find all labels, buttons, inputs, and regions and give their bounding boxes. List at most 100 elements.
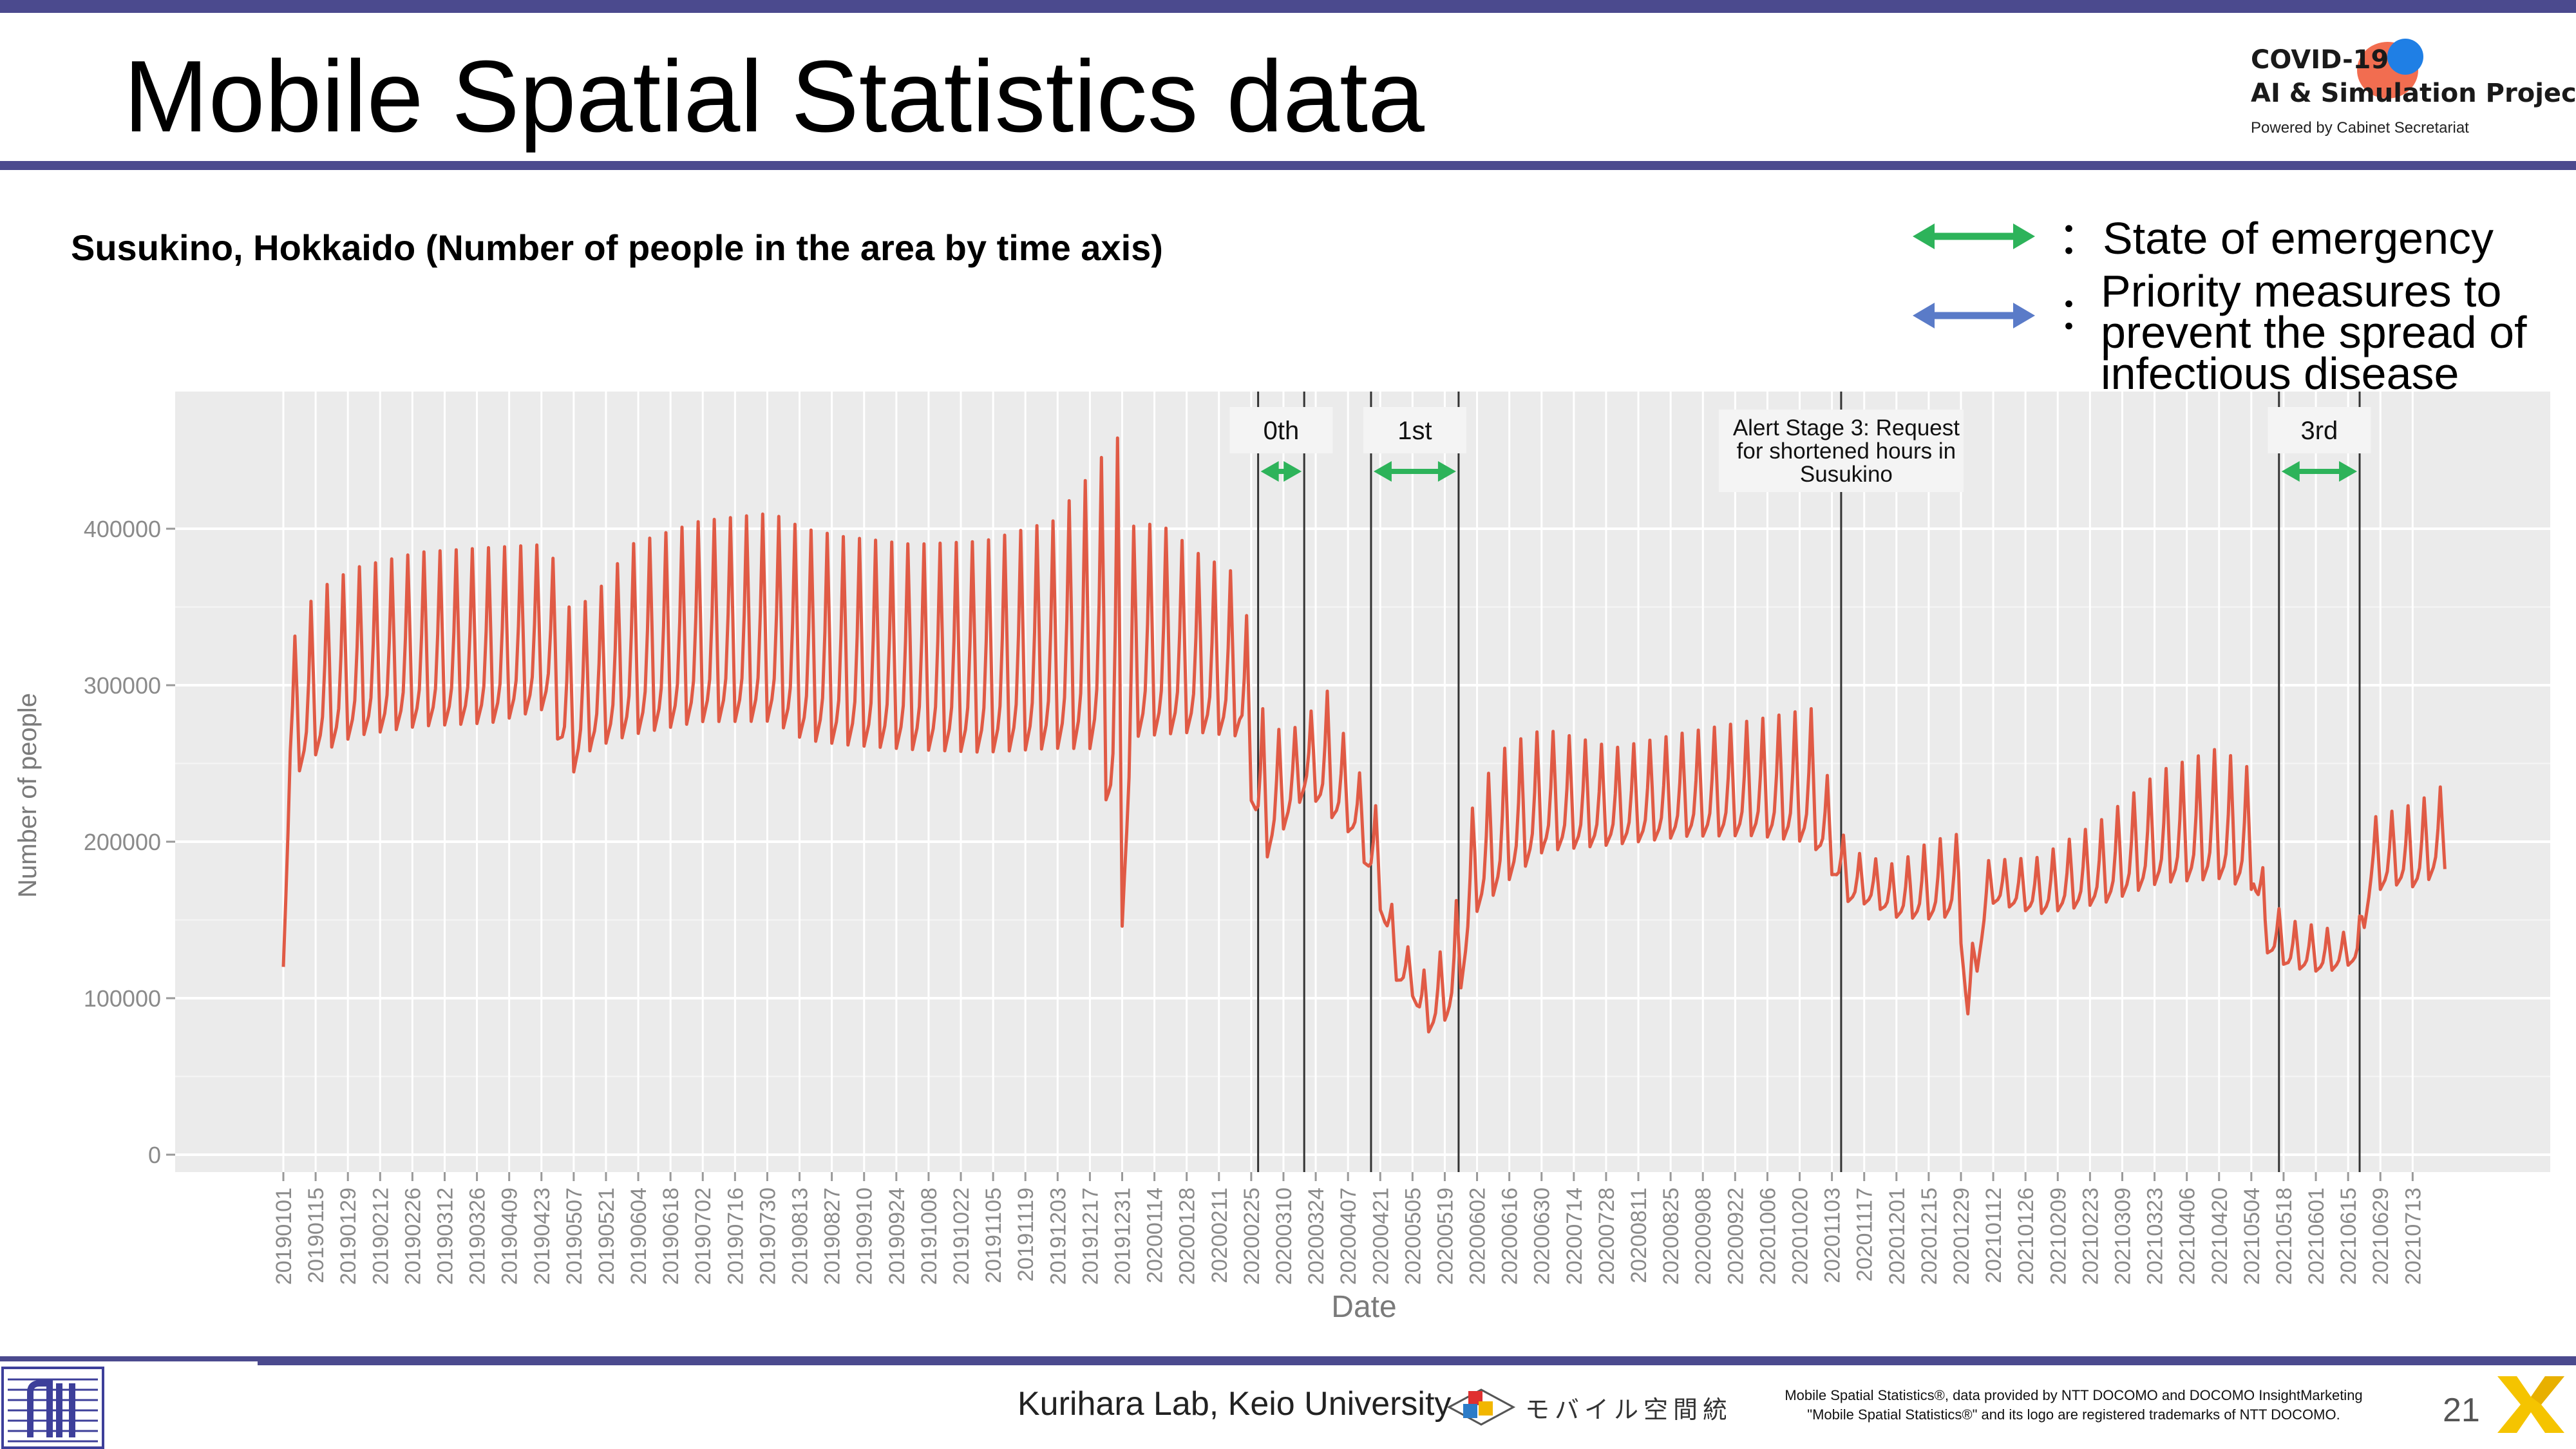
kanji-logo-text: モバイル空間統計 [1525, 1396, 1726, 1424]
x-tick-label: 20190212 [368, 1188, 393, 1285]
phase-label: 3rd [2300, 417, 2338, 445]
phase-arrow-head-right [1437, 461, 1456, 482]
x-tick-label: 20191105 [981, 1188, 1006, 1283]
mobile-spatial-statistics-logo: モバイル空間統計 [1446, 1388, 1726, 1426]
page-number: 21 [2443, 1392, 2480, 1429]
x-tick-label: 20190813 [788, 1188, 813, 1285]
x-tick-label: 20191022 [949, 1188, 974, 1285]
x-tick-label: 20210126 [2014, 1188, 2038, 1285]
x-tick-label: 20210323 [2143, 1188, 2168, 1285]
priority-legend-arrow [1913, 303, 2035, 328]
x-tick-label: 20200908 [1691, 1188, 1716, 1285]
covid-project-logo: COVID-19 AI & Simulation Project Powered… [2251, 39, 2576, 148]
x-tick-label: 20190604 [627, 1188, 651, 1285]
phase-label: 1st [1397, 417, 1432, 445]
footer-trademark-note: Mobile Spatial Statistics®, data provide… [1732, 1386, 2415, 1425]
x-axis-ticks: 20190101 20190115 20190129 20190212 20190226… [272, 1172, 2425, 1285]
x-tick-label: 20210406 [2175, 1188, 2200, 1285]
chart-subtitle: Susukino, Hokkaido (Number of people in … [71, 227, 1163, 268]
x-tick-label: 20200922 [1723, 1188, 1748, 1285]
phase-label: 0th [1264, 417, 1300, 445]
x-tick-label: 20210209 [2046, 1188, 2070, 1285]
annotation-text-line: Susukino [1800, 462, 1893, 487]
footer-divider-left [0, 1356, 258, 1361]
x-tick-label: 20190326 [466, 1188, 490, 1285]
emergency-legend-head-right [2013, 223, 2035, 249]
x-brand-logo [2497, 1376, 2564, 1433]
x-tick-label: 20191203 [1046, 1188, 1070, 1285]
x-tick-label: 20210223 [2078, 1188, 2103, 1285]
logo-cube-yellow [1479, 1401, 1493, 1416]
footer-divider [258, 1356, 2576, 1365]
x-tick-label: 20201006 [1756, 1188, 1780, 1285]
x-tick-label: 20200616 [1498, 1188, 1522, 1285]
x-tick-label: 20190827 [820, 1188, 845, 1285]
x-tick-label: 20190312 [433, 1188, 457, 1285]
x-tick-label: 20201229 [1949, 1188, 1974, 1285]
phase-arrow-head-right [2339, 461, 2358, 482]
x-tick-label: 20210420 [2208, 1188, 2232, 1285]
x-tick-label: 20190910 [853, 1188, 877, 1285]
phase-label-box [2268, 407, 2371, 453]
x-tick-label: 20201215 [1917, 1188, 1942, 1285]
x-tick-label: 20190702 [691, 1188, 715, 1285]
x-tick-label: 20200714 [1562, 1188, 1587, 1285]
phase-label-box [1229, 407, 1333, 453]
annotation-box [1718, 410, 1964, 492]
x-tick-label: 20190618 [659, 1188, 683, 1285]
y-tick-label: 200000 [84, 829, 161, 855]
phase-arrow-head-left [2281, 461, 2300, 482]
annotation-text-line: for shortened hours in [1737, 439, 1956, 464]
phase-arrow-head-left [1260, 461, 1279, 482]
x-tick-label: 20200505 [1401, 1188, 1425, 1285]
x-tick-label: 20190101 [272, 1188, 296, 1285]
plot-panel [175, 392, 2550, 1172]
x-tick-label: 20210518 [2272, 1188, 2297, 1285]
keio-lab-logo [1, 1367, 104, 1449]
footer-note-line-1: Mobile Spatial Statistics®, data provide… [1785, 1387, 2363, 1403]
x-tick-label: 20191231 [1110, 1188, 1135, 1285]
priority-legend-head-left [1913, 303, 1935, 328]
x-tick-label: 20200421 [1368, 1188, 1393, 1285]
x-tick-label: 20190423 [530, 1188, 554, 1285]
x-tick-label: 20190507 [562, 1188, 587, 1285]
x-tick-label: 20190730 [755, 1188, 780, 1285]
x-tick-label: 20190924 [885, 1188, 909, 1285]
x-tick-label: 20191119 [1014, 1188, 1038, 1282]
y-tick-label: 300000 [84, 672, 161, 699]
x-tick-label: 20210309 [2110, 1188, 2135, 1285]
x-tick-label: 20200128 [1175, 1188, 1200, 1285]
x-tick-label: 20210615 [2336, 1188, 2361, 1285]
x-tick-label: 20200324 [1304, 1188, 1329, 1285]
x-tick-label: 20201117 [1853, 1188, 1877, 1282]
x-tick-label: 20200811 [1627, 1188, 1651, 1283]
x-tick-label: 20200407 [1336, 1188, 1361, 1285]
logo-line-1: COVID-19 [2251, 45, 2389, 75]
x-tick-label: 20190521 [594, 1188, 619, 1285]
x-tick-label: 20190226 [401, 1188, 425, 1285]
x-tick-label: 20201020 [1788, 1188, 1813, 1285]
logo-blue-dot [2387, 39, 2423, 75]
phase-label-box [1363, 407, 1466, 453]
phase-arrow-head-right [1283, 461, 1302, 482]
x-tick-label: 20200825 [1659, 1188, 1683, 1285]
header-divider [0, 161, 2576, 170]
footer-lab-name: Kurihara Lab, Keio University [1018, 1385, 1452, 1423]
logo-line-2: AI & Simulation Project [2251, 79, 2576, 108]
x-tick-label: 20200728 [1595, 1188, 1619, 1285]
emergency-legend-head-left [1913, 223, 1935, 249]
y-axis-title: Number of people [14, 693, 42, 898]
y-tick-label: 400000 [84, 516, 161, 542]
x-tick-label: 20210629 [2369, 1188, 2393, 1285]
x-tick-label: 20190115 [304, 1188, 328, 1283]
people-count-series-line [281, 436, 2447, 1034]
priority-legend-line-1: Priority measures to [2101, 266, 2502, 316]
priority-legend-colon: ： [2058, 289, 2103, 339]
y-tick-label: 100000 [84, 985, 161, 1012]
y-axis-ticks: 0 100000 200000 300000 400000 [84, 516, 175, 1168]
x-tick-label: 20191008 [917, 1188, 942, 1285]
x-tick-label: 20210713 [2401, 1188, 2425, 1285]
y-tick-label: 0 [148, 1142, 161, 1168]
